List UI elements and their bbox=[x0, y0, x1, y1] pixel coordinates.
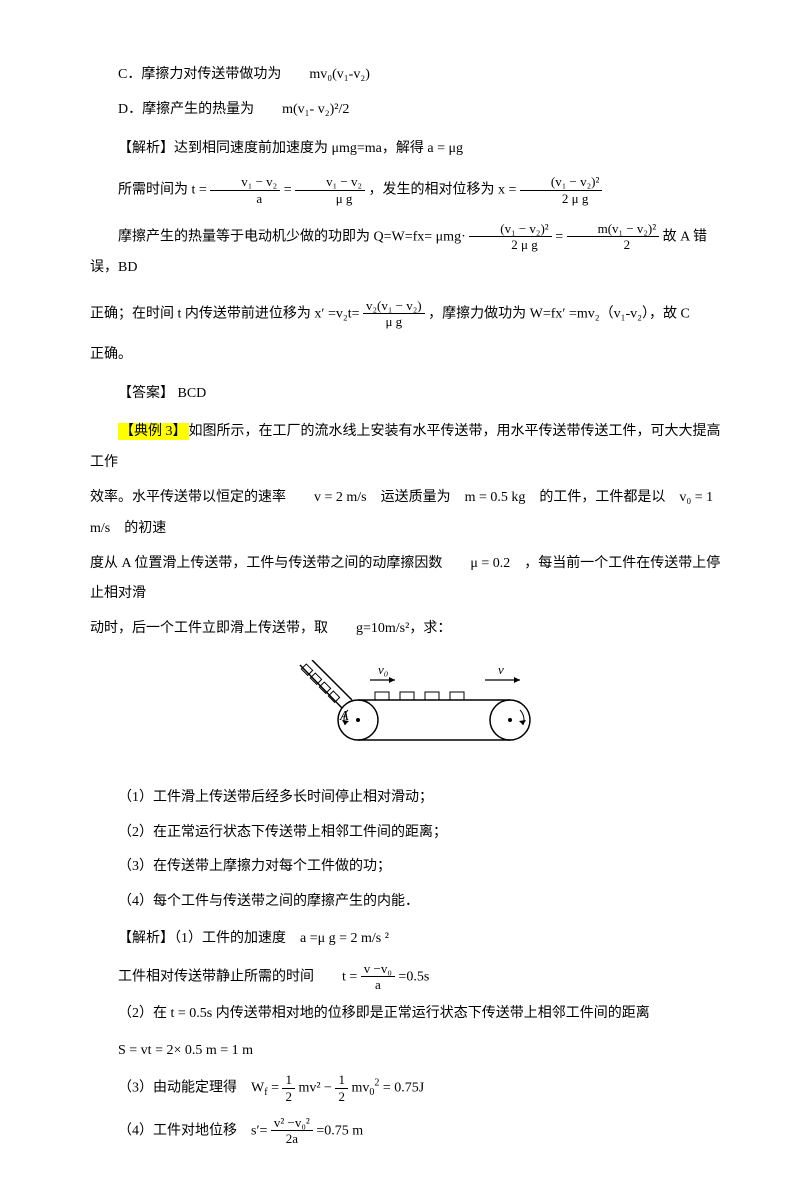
analysis-line-1: 【解析】达到相同速度前加速度为 μmg=ma，解得 a = μg bbox=[90, 134, 730, 165]
analysis-line-2: 所需时间为 t = v₁ − v₂ a = v₁ − v₂ μ g ，发生的相对… bbox=[90, 174, 730, 206]
fraction: m(v₁ − v₂)² 2 bbox=[567, 221, 660, 253]
text: ，摩擦力做功为 W=fx′ =mv₂（v₁-v₂），故 C bbox=[428, 306, 690, 321]
fraction: v₂(v₁ − v₂) μ g bbox=[363, 298, 425, 330]
text: ，发生的相对位移为 x = bbox=[369, 183, 520, 198]
fraction: v₁ − v₂ μ g bbox=[295, 174, 365, 206]
analysis-line-3: 摩擦产生的热量等于电动机少做的功即为 Q=W=fx= μmg· (v₁ − v₂… bbox=[90, 221, 730, 284]
fraction: (v₁ − v₂)² 2 μ g bbox=[469, 221, 551, 253]
text: 正确；在时间 t 内传送带前进位移为 x′ =v₂t= bbox=[90, 306, 360, 321]
text: mv bbox=[351, 1081, 369, 1096]
a-label: A bbox=[339, 709, 349, 724]
conveyor-diagram: v₀ v A bbox=[90, 660, 730, 768]
sup: 2 bbox=[374, 1078, 379, 1089]
example-text: 动时，后一个工件立即滑上传送带，取 g=10m/s²，求： bbox=[90, 614, 730, 645]
solution-2: 工件相对传送带静止所需的时间 t = v −v₀ a =0.5s bbox=[90, 961, 730, 993]
solution-4: S = vt = 2× 0.5 m = 1 m bbox=[90, 1036, 730, 1067]
fraction: (v₁ − v₂)² 2 μ g bbox=[520, 174, 602, 206]
example-text: 度从 A 位置滑上传送带，工件与传送带之间的动摩擦因数 μ = 0.2 ，每当前… bbox=[90, 549, 730, 611]
analysis-line-4: 正确；在时间 t 内传送带前进位移为 x′ =v₂t= v₂(v₁ − v₂) … bbox=[90, 298, 730, 330]
solution-6: （4）工件对地位移 s′= v² −v₀² 2a =0.75 m bbox=[90, 1115, 730, 1147]
fraction: v −v₀ a bbox=[361, 961, 395, 993]
text: 工件相对传送带静止所需的时间 t = bbox=[118, 969, 357, 984]
solution-1: 【解析】（1）工件的加速度 a =μ g = 2 m/s ² bbox=[90, 924, 730, 955]
text: （4）工件对地位移 s′= bbox=[118, 1123, 267, 1138]
text: = bbox=[555, 229, 563, 244]
answer-line: 【答案】 BCD bbox=[90, 379, 730, 410]
text: 所需时间为 t = bbox=[118, 183, 207, 198]
v-label: v bbox=[498, 662, 504, 677]
example-3-intro: 【典例 3】如图所示，在工厂的流水线上安装有水平传送带，用水平传送带传送工件，可… bbox=[90, 417, 730, 479]
fraction: v₁ − v₂ a bbox=[210, 174, 280, 206]
question-4: （4）每个工件与传送带之间的摩擦产生的内能． bbox=[90, 887, 730, 918]
text: = 0.75J bbox=[383, 1081, 424, 1096]
text: =0.5s bbox=[398, 969, 429, 984]
fraction: v² −v₀² 2a bbox=[271, 1115, 313, 1147]
option-d: D．摩擦产生的热量为 m(v₁- v₂)²/2 bbox=[90, 95, 730, 126]
text: mv² − bbox=[298, 1081, 331, 1096]
fraction: 1 2 bbox=[335, 1072, 348, 1104]
text: = bbox=[268, 1081, 279, 1096]
text: （3）由动能定理得 W bbox=[118, 1081, 264, 1096]
analysis-line-5: 正确。 bbox=[90, 340, 730, 371]
example-text: 效率。水平传送带以恒定的速率 v = 2 m/s 运送质量为 m = 0.5 k… bbox=[90, 483, 730, 545]
question-2: （2）在正常运行状态下传送带上相邻工件间的距离； bbox=[90, 818, 730, 849]
v0-label: v₀ bbox=[378, 662, 388, 677]
option-c: C．摩擦力对传送带做功为 mv₀(v₁-v₂) bbox=[90, 60, 730, 91]
text: =0.75 m bbox=[316, 1123, 363, 1138]
question-1: （1）工件滑上传送带后经多长时间停止相对滑动； bbox=[90, 783, 730, 814]
conveyor-svg: v₀ v A bbox=[270, 660, 550, 755]
text: = bbox=[284, 183, 292, 198]
solution-3: （2）在 t = 0.5s 内传送带相对地的位移即是正常运行状态下传送带上相邻工… bbox=[90, 999, 730, 1030]
fraction: 1 2 bbox=[282, 1072, 295, 1104]
solution-5: （3）由动能定理得 Wf = 1 2 mv² − 1 2 mv02 = 0.75… bbox=[90, 1072, 730, 1104]
text: 摩擦产生的热量等于电动机少做的功即为 Q=W=fx= μmg· bbox=[118, 229, 466, 244]
example-label: 【典例 3】 bbox=[118, 423, 189, 440]
sub: 0 bbox=[369, 1088, 374, 1099]
question-3: （3）在传送带上摩擦力对每个工件做的功； bbox=[90, 852, 730, 883]
